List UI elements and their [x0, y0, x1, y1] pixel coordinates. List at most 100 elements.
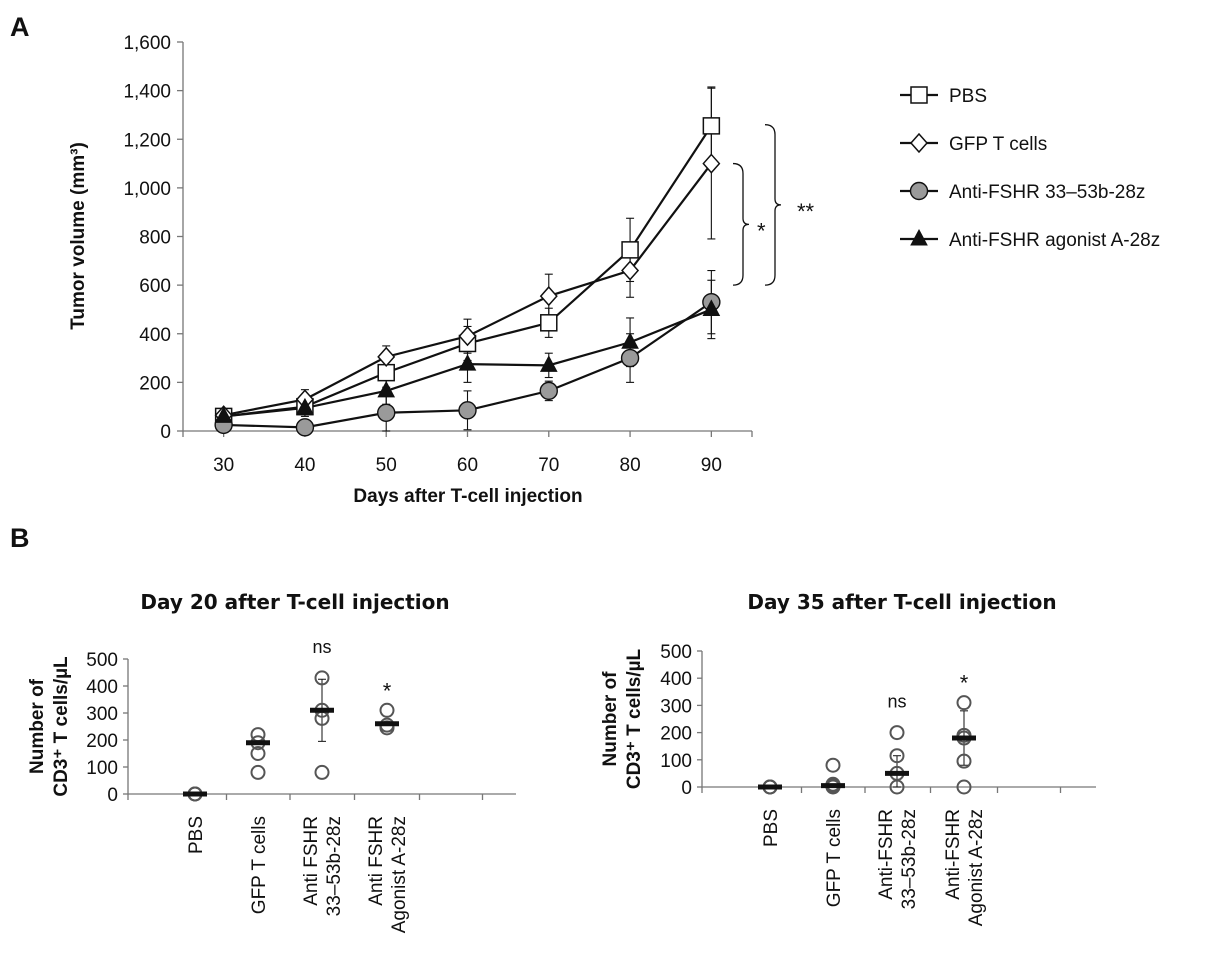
data-point — [956, 695, 972, 711]
day20-scatter-chart: 0 100 200 300 400 500 Number of CD3⁺ T cells/µL… — [27, 637, 516, 933]
category-label-b2: Anti-FSHR — [943, 809, 964, 900]
data-point-anti-fshr-agonist-a-28z — [702, 299, 721, 316]
data-point-gfp-t-cells — [458, 326, 477, 347]
y-tick-label-a: 400 — [139, 325, 171, 346]
y-tick-label-b2: 100 — [660, 751, 692, 772]
legend-marker-pbs — [910, 86, 928, 104]
category-label-b1: Anti FSHR — [301, 816, 322, 906]
x-tick-label-a: 70 — [538, 455, 559, 476]
panel-a-label: A — [10, 12, 30, 42]
x-tick-label-a: 60 — [457, 455, 478, 476]
data-point-pbs — [377, 363, 395, 382]
category-label-b1: PBS — [186, 816, 207, 854]
data-point — [956, 779, 972, 795]
legend-label-pbs: PBS — [949, 86, 987, 107]
data-point — [250, 727, 266, 743]
data-point-anti-fshr-33-53b-28z — [620, 348, 640, 368]
significance-label: ** — [797, 199, 815, 224]
data-point-pbs — [702, 117, 721, 135]
y-tick-label-b2: 300 — [660, 696, 692, 717]
category-label-b2: GFP T cells — [824, 809, 845, 907]
data-point — [825, 757, 841, 773]
significance-label: * — [960, 671, 969, 696]
x-tick-label-a: 50 — [376, 455, 397, 476]
data-point — [379, 702, 395, 718]
y-axis-label-a: Tumor volume (mm³) — [68, 142, 89, 330]
category-label-b2: 33–53b-28z — [899, 809, 920, 909]
y-tick-label-b2: 500 — [660, 642, 692, 663]
category-label-b1: GFP T cells — [249, 816, 270, 914]
category-label-b1: Anti FSHR — [366, 816, 387, 906]
significance-bracket — [764, 124, 782, 286]
legend-label-gfp-t-cells: GFP T cells — [949, 134, 1047, 155]
data-point-gfp-t-cells — [702, 153, 721, 174]
y-axis-label-b1: CD3⁺ T cells/µL — [51, 656, 72, 797]
y-tick-label-a: 0 — [160, 422, 171, 443]
y-tick-label-b1: 100 — [86, 758, 118, 779]
y-tick-label-b2: 400 — [660, 669, 692, 690]
data-point-anti-fshr-agonist-a-28z — [539, 355, 558, 372]
legend-label-anti-fshr-33-53b-28z: Anti-FSHR 33–53b-28z — [949, 182, 1145, 203]
data-point — [889, 725, 905, 741]
significance-bracket — [732, 162, 750, 286]
legend-marker-anti-fshr-33-53b-28z — [909, 181, 929, 201]
data-point — [250, 746, 266, 761]
category-label-b2: PBS — [761, 809, 782, 847]
day35-title: Day 35 after T-cell injection — [747, 590, 1056, 614]
y-tick-label-a: 1,600 — [123, 33, 171, 54]
data-point — [314, 764, 330, 780]
y-axis-label-b1: Number of — [27, 678, 48, 774]
y-tick-label-b1: 0 — [107, 785, 118, 806]
data-point-anti-fshr-agonist-a-28z — [214, 406, 233, 423]
legend: PBS GFP T cells Anti-FSHR 33–53b-28z Anti-F… — [900, 86, 1160, 251]
data-point-gfp-t-cells — [377, 346, 396, 367]
category-label-b2: Anti-FSHR — [876, 809, 897, 900]
significance-label: ns — [312, 637, 331, 657]
significance-label: ns — [887, 692, 906, 712]
data-point — [956, 753, 972, 769]
category-label-b2: Agonist A-28z — [966, 809, 987, 926]
y-tick-label-b1: 200 — [86, 731, 118, 752]
day35-scatter-chart: 0 100 200 300 400 500 Number of CD3⁺ T cells/µL… — [600, 642, 1096, 926]
data-point — [956, 727, 972, 743]
x-axis-label-a: Days after T-cell injection — [353, 486, 582, 507]
y-axis-label-b2: CD3⁺ T cells/µL — [624, 648, 645, 789]
x-tick-label-a: 40 — [294, 455, 315, 476]
y-tick-label-b1: 300 — [86, 704, 118, 725]
data-point-gfp-t-cells — [539, 285, 558, 307]
panel-b-label: B — [10, 523, 30, 553]
legend-marker-anti-fshr-agonist-a-28z — [910, 228, 928, 246]
y-tick-label-b1: 500 — [86, 650, 118, 671]
data-point — [314, 670, 330, 686]
data-point-anti-fshr-agonist-a-28z — [458, 354, 477, 371]
data-point-anti-fshr-33-53b-28z — [539, 381, 558, 401]
data-point-anti-fshr-agonist-a-28z — [621, 332, 639, 349]
category-label-b1: 33–53b-28z — [324, 816, 345, 916]
data-point-anti-fshr-agonist-a-28z — [296, 397, 314, 415]
x-tick-label-a: 30 — [213, 455, 234, 476]
y-tick-label-b1: 400 — [86, 677, 118, 698]
data-point-anti-fshr-33-53b-28z — [458, 401, 477, 420]
data-point-gfp-t-cells — [621, 260, 640, 281]
data-point-pbs — [540, 314, 558, 332]
y-tick-label-a: 1,200 — [123, 130, 171, 151]
y-tick-label-b2: 0 — [681, 778, 692, 799]
y-tick-label-a: 1,000 — [123, 179, 171, 200]
y-tick-label-a: 800 — [139, 228, 171, 249]
y-tick-label-a: 600 — [139, 276, 171, 297]
legend-marker-gfp-t-cells — [909, 132, 929, 154]
data-point-pbs — [621, 241, 639, 259]
data-point-anti-fshr-33-53b-28z — [377, 403, 396, 422]
x-tick-label-a: 80 — [620, 455, 641, 476]
y-tick-label-a: 200 — [139, 373, 171, 394]
significance-label: * — [383, 678, 392, 703]
legend-label-anti-fshr-agonist-a-28z: Anti-FSHR agonist A-28z — [949, 230, 1160, 251]
y-tick-label-b2: 200 — [660, 724, 692, 745]
data-point-anti-fshr-33-53b-28z — [295, 418, 315, 437]
y-axis-label-b2: Number of — [600, 671, 621, 767]
data-point — [889, 748, 905, 764]
day20-title: Day 20 after T-cell injection — [140, 590, 449, 614]
y-tick-label-a: 1,400 — [123, 82, 171, 103]
significance-label: * — [757, 218, 766, 243]
